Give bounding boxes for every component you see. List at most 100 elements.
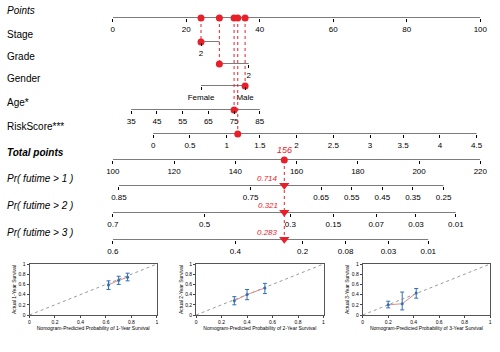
svg-text:Female: Female [188, 93, 215, 102]
svg-text:0.08: 0.08 [338, 247, 354, 256]
svg-text:1: 1 [23, 261, 26, 267]
svg-text:Stage: Stage [7, 29, 34, 40]
svg-text:45: 45 [152, 117, 161, 126]
svg-text:160: 160 [290, 167, 304, 176]
svg-text:0.8: 0.8 [352, 271, 359, 277]
svg-text:1: 1 [489, 319, 492, 325]
svg-text:0.6: 0.6 [269, 319, 276, 325]
svg-text:0.6: 0.6 [352, 281, 359, 287]
svg-text:Male: Male [236, 93, 254, 102]
svg-text:Nomogram-Predicted Probability: Nomogram-Predicted Probability of 3-Year… [370, 325, 483, 331]
svg-text:0.5: 0.5 [184, 141, 196, 150]
svg-text:220: 220 [474, 167, 488, 176]
svg-text:0.2: 0.2 [385, 319, 392, 325]
svg-text:0.321: 0.321 [258, 201, 278, 210]
svg-text:20: 20 [182, 25, 191, 34]
svg-text:0.8: 0.8 [19, 271, 26, 277]
svg-text:0.6: 0.6 [185, 281, 192, 287]
svg-text:0.8: 0.8 [295, 319, 302, 325]
svg-text:0.2: 0.2 [218, 319, 225, 325]
svg-text:4.5: 4.5 [471, 141, 483, 150]
svg-text:0.2: 0.2 [297, 247, 309, 256]
svg-text:0.4: 0.4 [19, 291, 26, 297]
svg-text:RiskScore***: RiskScore*** [7, 121, 64, 132]
svg-text:100: 100 [106, 167, 120, 176]
svg-text:0.4: 0.4 [185, 291, 192, 297]
svg-text:0.8: 0.8 [185, 271, 192, 277]
svg-text:200: 200 [412, 167, 426, 176]
svg-text:0.25: 0.25 [436, 193, 452, 202]
svg-text:Age*: Age* [7, 97, 29, 108]
svg-text:0: 0 [151, 141, 156, 150]
svg-text:0.01: 0.01 [420, 247, 436, 256]
svg-text:120: 120 [167, 167, 181, 176]
svg-text:1: 1 [156, 319, 159, 325]
svg-text:0.35: 0.35 [405, 193, 421, 202]
svg-text:65: 65 [204, 117, 213, 126]
svg-text:4: 4 [438, 141, 443, 150]
svg-text:3.5: 3.5 [398, 141, 410, 150]
svg-text:40: 40 [255, 25, 264, 34]
svg-text:0.2: 0.2 [185, 302, 192, 308]
svg-text:Gender: Gender [7, 73, 41, 84]
svg-text:180: 180 [351, 167, 365, 176]
svg-text:Nomogram-Predicted Probability: Nomogram-Predicted Probability of 2-Year… [203, 325, 316, 331]
svg-text:0.55: 0.55 [344, 193, 360, 202]
svg-text:1.5: 1.5 [254, 141, 266, 150]
svg-text:Pr( futime > 2 ): Pr( futime > 2 ) [7, 200, 73, 211]
svg-text:0.4: 0.4 [410, 319, 417, 325]
svg-text:Points: Points [7, 5, 35, 16]
svg-text:2: 2 [294, 141, 299, 150]
svg-text:Pr( futime > 3 ): Pr( futime > 3 ) [7, 227, 73, 238]
svg-text:0.8: 0.8 [461, 319, 468, 325]
svg-text:0: 0 [189, 312, 192, 318]
svg-text:0.5: 0.5 [199, 220, 211, 229]
svg-text:0.2: 0.2 [19, 302, 26, 308]
svg-text:0: 0 [356, 312, 359, 318]
svg-text:0: 0 [195, 319, 198, 325]
svg-text:0: 0 [23, 312, 26, 318]
svg-text:Grade: Grade [7, 51, 35, 62]
svg-text:0.3: 0.3 [285, 220, 297, 229]
svg-text:0.6: 0.6 [102, 319, 109, 325]
svg-text:0.6: 0.6 [107, 247, 119, 256]
svg-text:0.8: 0.8 [128, 319, 135, 325]
svg-text:0: 0 [111, 25, 116, 34]
svg-text:0: 0 [28, 319, 31, 325]
svg-text:0.03: 0.03 [381, 247, 397, 256]
svg-text:55: 55 [178, 117, 187, 126]
svg-text:0.714: 0.714 [257, 174, 278, 183]
svg-text:0.6: 0.6 [436, 319, 443, 325]
svg-text:85: 85 [255, 117, 264, 126]
svg-text:2: 2 [199, 49, 204, 58]
svg-text:1: 1 [189, 261, 192, 267]
svg-text:0.15: 0.15 [326, 220, 342, 229]
svg-text:Nomogram-Predicted Probability: Nomogram-Predicted Probability of 1-Year… [37, 325, 150, 331]
svg-text:0.7: 0.7 [107, 220, 119, 229]
svg-text:Actual 2-Year Survival: Actual 2-Year Survival [178, 265, 184, 314]
svg-text:0.283: 0.283 [257, 228, 278, 237]
svg-text:0.75: 0.75 [243, 193, 259, 202]
svg-text:1: 1 [322, 319, 325, 325]
svg-text:156: 156 [277, 145, 292, 155]
svg-text:60: 60 [329, 25, 338, 34]
svg-text:0: 0 [361, 319, 364, 325]
svg-text:0.65: 0.65 [313, 193, 329, 202]
svg-text:0.2: 0.2 [52, 319, 59, 325]
svg-text:140: 140 [229, 167, 243, 176]
svg-text:Actual 3-Year Survival: Actual 3-Year Survival [344, 265, 350, 314]
svg-text:0.85: 0.85 [111, 193, 127, 202]
svg-text:0.45: 0.45 [375, 193, 391, 202]
svg-text:80: 80 [402, 25, 411, 34]
svg-text:75: 75 [230, 117, 239, 126]
svg-text:0.4: 0.4 [77, 319, 84, 325]
svg-text:2: 2 [247, 71, 252, 80]
svg-text:100: 100 [474, 25, 488, 34]
svg-text:Pr( futime > 1 ): Pr( futime > 1 ) [7, 173, 73, 184]
svg-text:1: 1 [225, 141, 230, 150]
svg-text:0.07: 0.07 [368, 220, 384, 229]
svg-text:2.5: 2.5 [328, 141, 340, 150]
svg-text:3: 3 [368, 141, 373, 150]
svg-text:0.4: 0.4 [244, 319, 251, 325]
svg-text:Total points: Total points [7, 147, 64, 158]
